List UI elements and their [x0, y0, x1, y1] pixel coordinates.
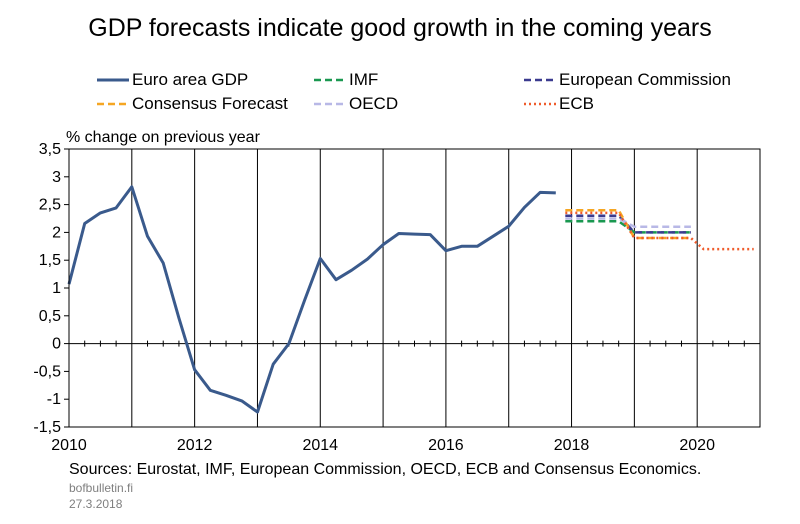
legend-item: Consensus Forecast	[96, 94, 288, 114]
legend-swatch	[314, 78, 346, 82]
series-line-consensus-forecast	[565, 208, 691, 240]
series-line-oecd	[565, 217, 691, 229]
legend-label: European Commission	[559, 70, 731, 89]
legend-swatch	[524, 78, 556, 82]
sources-note: Sources: Eurostat, IMF, European Commiss…	[69, 461, 702, 478]
series-line-euro-area-gdp	[67, 185, 556, 414]
site-label: bofbulletin.fi	[69, 481, 134, 495]
legend-label: Consensus Forecast	[132, 94, 288, 113]
y-tick-label: 0	[52, 336, 61, 353]
x-tick-label: 2016	[428, 437, 464, 454]
y-tick-label: 0,5	[39, 308, 61, 325]
x-tick-label: 2018	[554, 437, 590, 454]
legend-item: European Commission	[523, 70, 731, 90]
date-label: 27.3.2018	[69, 497, 123, 511]
x-tick-label: 2010	[51, 437, 87, 454]
y-tick-label: 3	[52, 169, 61, 186]
legend-swatch	[524, 102, 556, 106]
legend-item: IMF	[313, 70, 378, 90]
chart-title: GDP forecasts indicate good growth in th…	[88, 14, 712, 42]
legend-item: ECB	[523, 94, 594, 114]
series-line-ecb	[565, 211, 754, 251]
legend-item: OECD	[313, 94, 398, 114]
y-tick-label: 1	[52, 280, 61, 297]
plot-border	[68, 148, 761, 428]
legend-label: ECB	[559, 94, 594, 113]
y-tick-label: -1	[47, 391, 61, 408]
legend-swatch	[97, 102, 129, 106]
legend-item: Euro area GDP	[96, 70, 248, 90]
legend-label: Euro area GDP	[132, 70, 249, 89]
y-tick-label: 1,5	[39, 252, 61, 269]
y-tick-label: 2	[52, 224, 61, 241]
y-tick-label: -1,5	[33, 419, 61, 436]
y-tick-label: 2,5	[39, 197, 61, 214]
y-axis-unit-label: % change on previous year	[66, 129, 260, 146]
legend-label: IMF	[349, 70, 379, 89]
series-line-european-commission	[565, 214, 691, 234]
legend-swatch	[97, 78, 129, 82]
legend-swatch	[314, 102, 346, 106]
legend-label: OECD	[349, 94, 399, 113]
x-tick-label: 2020	[679, 437, 715, 454]
y-tick-label: 3,5	[39, 141, 61, 158]
x-tick-label: 2012	[177, 437, 213, 454]
y-tick-label: -0,5	[33, 363, 61, 380]
x-tick-label: 2014	[302, 437, 338, 454]
